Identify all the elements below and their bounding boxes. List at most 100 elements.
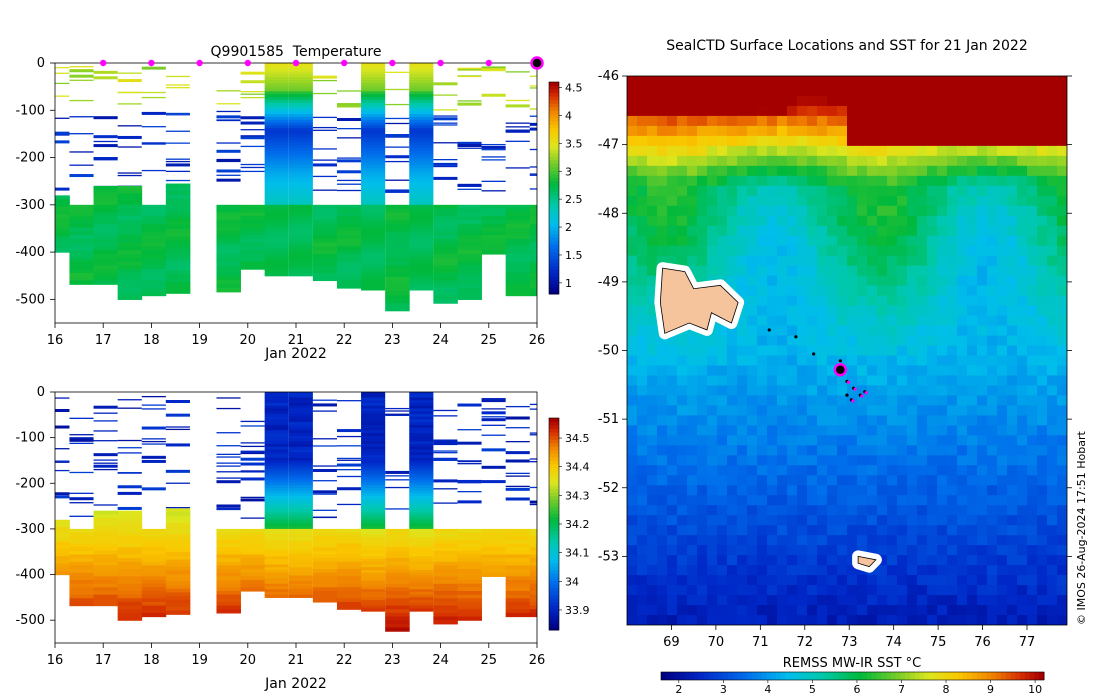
sst-cell: [887, 95, 898, 107]
section-cell: [55, 233, 70, 238]
colorbar-swatch: [549, 113, 559, 118]
section-cell: [55, 541, 70, 546]
sst-cell: [677, 465, 688, 476]
sst-cell: [737, 105, 748, 117]
sst-cell: [837, 285, 848, 297]
section-cell: [385, 103, 410, 106]
section-cell: [529, 609, 537, 614]
section-cell: [141, 594, 167, 599]
sst-cell: [1017, 555, 1028, 566]
sst-cell: [967, 265, 978, 277]
sst-cell: [1047, 525, 1058, 536]
section-cell: [264, 111, 289, 115]
section-cell: [385, 219, 410, 225]
section-cell: [55, 495, 70, 499]
sst-cell: [1007, 105, 1018, 117]
sst-cell: [697, 535, 708, 546]
sst-cell: [917, 375, 928, 386]
sst-cell: [687, 255, 698, 267]
sst-cell: [957, 295, 968, 307]
sst-cell: [677, 105, 688, 117]
sst-cell: [647, 145, 658, 157]
sst-cell: [1027, 125, 1038, 137]
section-cell: [505, 547, 531, 552]
section-cell: [216, 561, 241, 567]
section-cell: [409, 553, 434, 557]
sst-cell: [1007, 76, 1018, 87]
section-cell: [361, 422, 386, 426]
sst-cell: [627, 255, 638, 267]
sst-cell: [657, 355, 668, 366]
section-cell: [409, 258, 434, 263]
sst-cell: [1037, 345, 1048, 356]
section-cell: [529, 261, 537, 266]
sst-cell: [1017, 125, 1028, 137]
sst-cell: [757, 535, 768, 546]
section-cell: [409, 542, 434, 546]
sst-cell: [847, 465, 858, 476]
section-cell: [288, 213, 313, 217]
section-cell: [505, 440, 530, 443]
sst-cell: [967, 205, 978, 217]
sst-cell: [817, 365, 828, 376]
section-cell: [288, 199, 313, 203]
sst-cell: [717, 85, 728, 97]
section-cell: [264, 167, 289, 172]
section-cell: [141, 261, 167, 266]
sst-cell: [1007, 215, 1018, 227]
sst-cell: [757, 335, 768, 347]
section-cell: [529, 583, 537, 588]
sst-cell: [777, 545, 788, 556]
section-cell: [312, 480, 337, 482]
sst-cell: [837, 235, 848, 247]
section-cell: [529, 569, 537, 574]
sst-cell: [817, 345, 828, 356]
sst-cell: [987, 295, 998, 307]
section-cell: [93, 193, 119, 198]
colorbar-swatch: [549, 481, 559, 486]
sst-cell: [957, 235, 968, 247]
section-cell: [288, 523, 313, 527]
section-cell: [240, 253, 266, 259]
sst-cell: [767, 235, 778, 247]
sst-cell: [937, 425, 948, 436]
sst-cell: [927, 475, 938, 486]
section-cell: [529, 543, 537, 548]
sst-cell: [1017, 395, 1028, 406]
section-cell: [529, 208, 537, 213]
sst-cell: [787, 255, 798, 267]
sst-cell: [687, 435, 698, 446]
sst-cell: [937, 415, 948, 426]
sst-cell: [857, 225, 868, 237]
section-cell: [264, 176, 289, 180]
section-cell: [264, 561, 289, 566]
y-tick-label: -49: [598, 275, 619, 290]
sst-cell: [947, 355, 958, 366]
sst-cell: [957, 175, 968, 187]
sst-cell: [977, 565, 988, 576]
sst-cell: [967, 105, 978, 117]
sst-cell: [847, 215, 858, 227]
section-cell: [433, 532, 458, 537]
section-cell: [288, 392, 313, 396]
sst-cell: [1027, 465, 1038, 476]
sst-cell: [1027, 285, 1038, 297]
sst-cell: [1057, 205, 1067, 217]
section-cell: [312, 175, 337, 178]
sst-cell: [957, 275, 968, 287]
section-cell: [117, 510, 143, 515]
section-cell: [336, 572, 362, 577]
sst-cell: [807, 155, 818, 167]
sst-cell: [907, 165, 918, 177]
sst-cell: [677, 515, 688, 526]
sst-cell: [1047, 155, 1058, 167]
sst-cell: [737, 365, 748, 376]
section-cell: [288, 114, 313, 118]
sst-cell: [687, 225, 698, 237]
sst-cell: [747, 355, 758, 366]
section-cell: [264, 210, 289, 214]
sst-cell: [757, 185, 768, 197]
section-cell: [361, 230, 386, 234]
section-cell: [117, 616, 143, 621]
section-cell: [288, 550, 313, 555]
